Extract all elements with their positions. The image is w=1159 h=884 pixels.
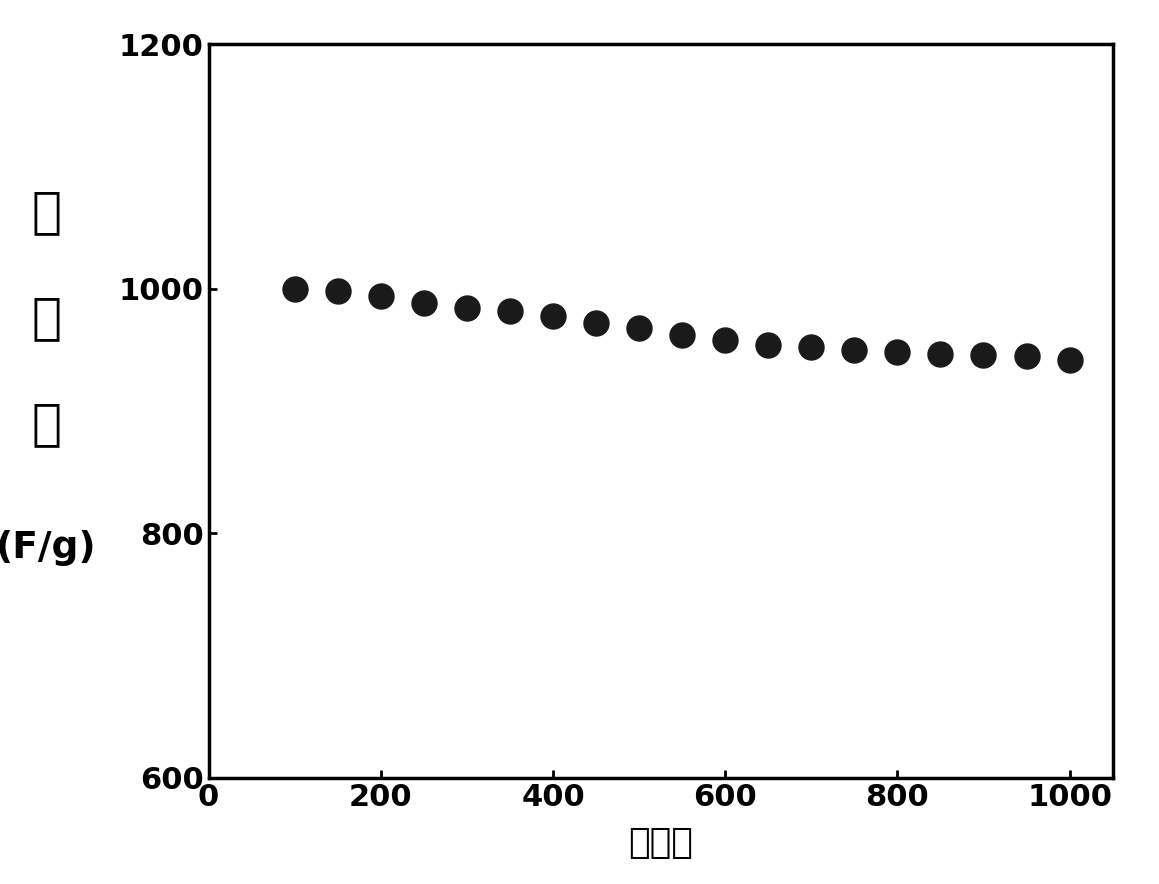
Text: (F/g): (F/g) <box>0 530 96 566</box>
Point <box>1018 349 1036 363</box>
Point <box>285 282 304 296</box>
Text: 电: 电 <box>31 294 61 342</box>
Point <box>629 321 648 335</box>
Point <box>328 284 347 298</box>
Point <box>845 343 863 357</box>
Text: 比: 比 <box>31 188 61 236</box>
Point <box>501 304 519 318</box>
Point <box>931 347 949 361</box>
X-axis label: 循环数: 循环数 <box>628 826 693 859</box>
Point <box>888 346 906 360</box>
Point <box>1060 353 1079 367</box>
Point <box>544 309 562 323</box>
Point <box>975 347 993 362</box>
Text: 容: 容 <box>31 400 61 448</box>
Point <box>458 301 476 316</box>
Point <box>673 328 692 342</box>
Point <box>759 338 778 352</box>
Point <box>586 316 605 330</box>
Point <box>372 289 391 303</box>
Point <box>415 296 433 310</box>
Point <box>802 340 821 354</box>
Point <box>716 333 735 347</box>
